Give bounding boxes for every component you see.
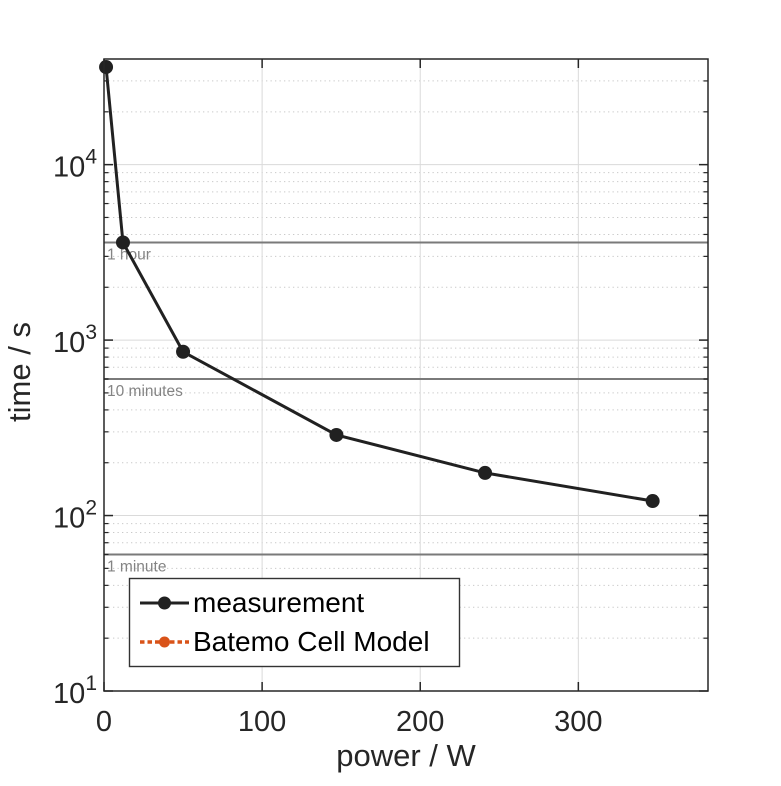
- series-layer: [99, 60, 660, 509]
- y-axis-label: time / s: [2, 322, 37, 422]
- axes-spines-and-ticks: [103, 58, 709, 692]
- data-point-measurement: [115, 235, 130, 250]
- data-point-measurement: [645, 494, 660, 509]
- x-axis-label: power / W: [336, 738, 476, 773]
- data-point-measurement: [99, 60, 114, 75]
- legend-model-label: Batemo Cell Model: [193, 626, 430, 657]
- y-tick-label: 103: [53, 321, 97, 359]
- tick-labels-layer: 0 100 200 300 101 102 103 104: [53, 146, 602, 738]
- y-tick-label: 102: [53, 497, 97, 535]
- reference-line-label: 1 minute: [107, 558, 166, 575]
- data-point-measurement: [478, 465, 493, 480]
- x-tick-label: 100: [238, 706, 286, 738]
- data-point-measurement: [329, 427, 344, 442]
- data-point-measurement: [176, 344, 191, 359]
- x-tick-label: 200: [396, 706, 444, 738]
- reference-line-label: 10 minutes: [107, 383, 183, 400]
- x-tick-label: 300: [554, 706, 602, 738]
- legend-box: [128, 577, 461, 668]
- legend-model-marker: [159, 636, 170, 648]
- x-tick-label: 0: [96, 706, 112, 738]
- y-tick-label: 101: [53, 672, 97, 710]
- legend-measurement-label: measurement: [193, 587, 364, 618]
- y-tick-label: 104: [53, 146, 97, 184]
- legend-measurement-marker: [158, 596, 171, 610]
- series-line-0: [104, 66, 653, 503]
- legend: measurement Batemo Cell Model: [128, 577, 461, 668]
- plot-box: [103, 58, 709, 692]
